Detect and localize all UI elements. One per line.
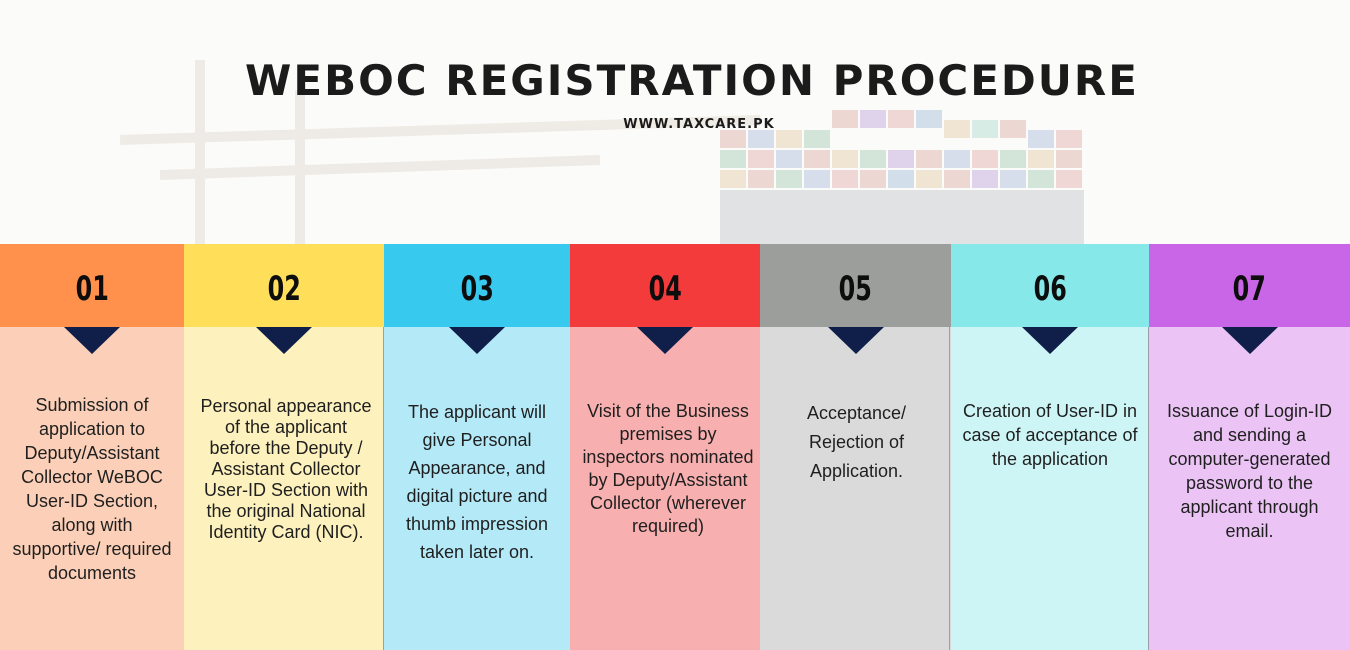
step-number: 07 — [1232, 268, 1267, 309]
step-number: 03 — [460, 268, 494, 309]
step-header: 03 — [384, 244, 570, 327]
step-card-04: 04 Visit of the Business premises by ins… — [570, 244, 760, 650]
step-header: 04 — [570, 244, 760, 327]
down-arrow-icon — [1022, 327, 1078, 354]
step-number: 01 — [75, 268, 109, 309]
header: WEBOC REGISTRATION PROCEDURE WWW.TAXCARE… — [0, 0, 1350, 245]
step-header: 02 — [184, 244, 384, 327]
step-number: 02 — [267, 268, 301, 309]
down-arrow-icon — [449, 327, 505, 354]
down-arrow-icon — [256, 327, 312, 354]
background-port-image — [0, 0, 1350, 245]
step-header: 07 — [1149, 244, 1350, 327]
step-description: Personal appearance of the applicant bef… — [200, 396, 372, 542]
step-description: Acceptance/ Rejection of Application. — [806, 403, 907, 481]
down-arrow-icon — [1221, 327, 1278, 354]
step-body — [1149, 327, 1350, 650]
column-divider — [383, 327, 384, 650]
step-body — [384, 327, 570, 650]
column-divider — [1148, 327, 1149, 650]
step-header: 01 — [0, 244, 184, 327]
step-header: 06 — [951, 244, 1149, 327]
step-body — [184, 327, 384, 650]
step-description: Creation of User-ID in case of acceptanc… — [962, 401, 1138, 469]
step-card-03: 03 The applicant will give Personal Appe… — [384, 244, 570, 650]
step-card-06: 06 Creation of User-ID in case of accept… — [951, 244, 1149, 650]
column-divider — [949, 327, 950, 650]
page-title: WEBOC REGISTRATION PROCEDURE — [245, 56, 1139, 105]
step-number: 05 — [838, 268, 873, 309]
step-header: 05 — [760, 244, 951, 327]
step-card-07: 07 Issuance of Login-ID and sending a co… — [1149, 244, 1350, 650]
down-arrow-icon — [64, 327, 120, 354]
step-body — [760, 327, 951, 650]
step-description: The applicant will give Personal Appeara… — [405, 402, 549, 562]
step-body — [951, 327, 1149, 650]
website-url: WWW.TAXCARE.PK — [623, 117, 775, 132]
step-description: Submission of application to Deputy/Assi… — [12, 395, 172, 583]
down-arrow-icon — [827, 327, 884, 354]
steps-row: 01 Submission of application to Deputy/A… — [0, 244, 1350, 650]
down-arrow-icon — [637, 327, 693, 354]
step-description: Visit of the Business premises by inspec… — [582, 401, 754, 536]
step-description: Issuance of Login-ID and sending a compu… — [1166, 401, 1333, 541]
step-body — [0, 327, 184, 650]
step-card-05: 05 Acceptance/ Rejection of Application. — [760, 244, 951, 650]
step-card-02: 02 Personal appearance of the applicant … — [184, 244, 384, 650]
step-card-01: 01 Submission of application to Deputy/A… — [0, 244, 184, 650]
step-number: 06 — [1033, 268, 1067, 309]
step-number: 04 — [648, 268, 682, 309]
step-body — [570, 327, 760, 650]
